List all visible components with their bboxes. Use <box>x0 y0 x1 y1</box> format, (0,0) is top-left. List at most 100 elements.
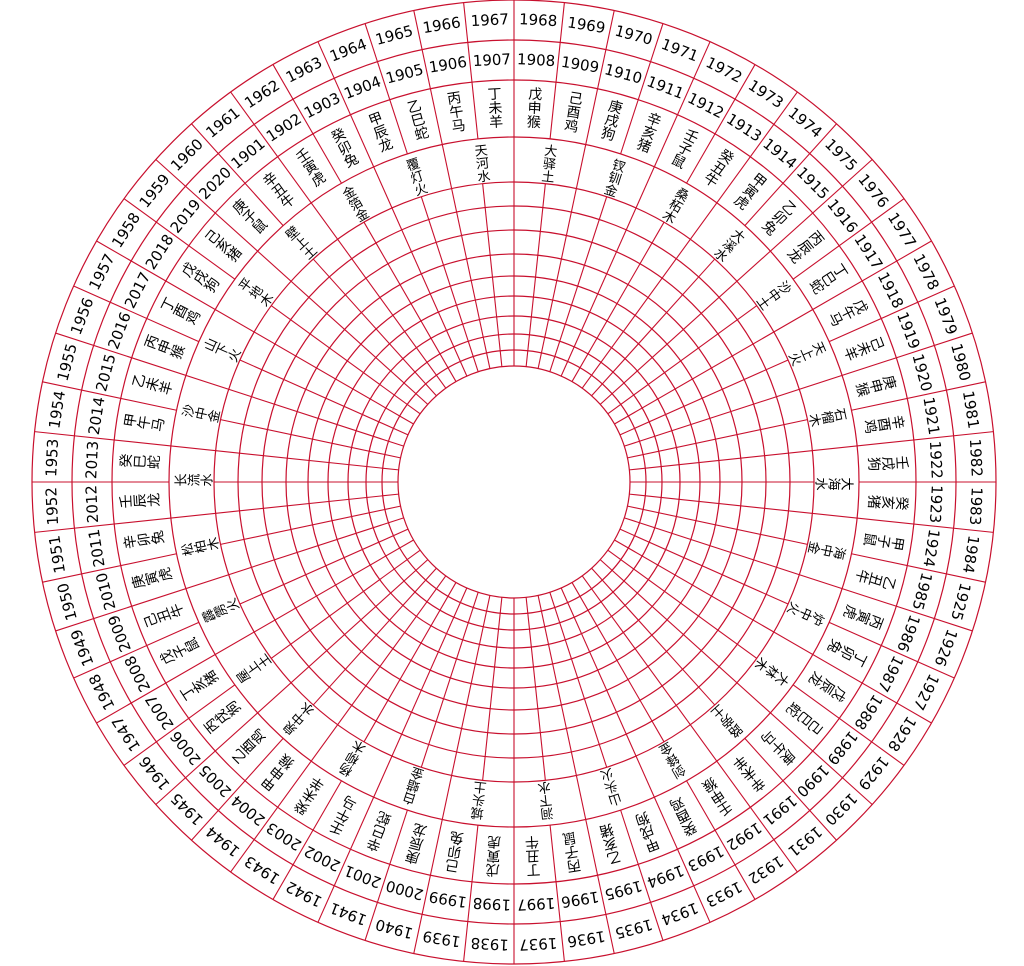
nayin: 大驿土 <box>538 143 557 183</box>
sector-divider <box>230 575 447 873</box>
sector-divider <box>55 517 404 632</box>
outer-year: 1932 <box>745 852 787 888</box>
nayin: 沙中金 <box>180 403 222 426</box>
nayin: 炉中火 <box>785 597 827 627</box>
inner-year: 1908 <box>517 50 556 70</box>
outer-year: 1957 <box>85 251 118 293</box>
outer-year: 1971 <box>659 35 701 65</box>
ganzhi: 乙酉鸡 <box>228 726 269 767</box>
sector-divider <box>272 64 342 184</box>
ganzhi: 壬戌狗 <box>866 453 910 471</box>
sector-divider <box>55 332 404 447</box>
inner-year: 1998 <box>472 894 511 914</box>
sector: 1952 2012 壬辰龙 <box>42 485 161 526</box>
ganzhi: 乙亥猪 <box>598 821 625 867</box>
nayin: 金箔金 <box>337 183 370 225</box>
sector-divider <box>571 582 665 743</box>
nayin-sector: 天河水 <box>471 143 491 184</box>
sector-divider <box>614 240 932 425</box>
ganzhi: 丙戌狗 <box>201 698 245 738</box>
inner-year: 1985 <box>908 571 935 613</box>
outer-year: 1943 <box>241 852 283 888</box>
ganzhi: 庚戌狗 <box>598 97 625 143</box>
ganzhi: 乙卯兔 <box>758 196 800 238</box>
ganzhi: 癸巳蛇 <box>118 453 161 471</box>
nayin: 天河水 <box>471 143 491 184</box>
outer-year: 1970 <box>613 22 655 49</box>
nayin-sector: 大驿土 <box>538 143 557 183</box>
ganzhi: 壬子鼠 <box>667 126 700 171</box>
outer-year: 1955 <box>54 342 81 384</box>
outer-year: 1958 <box>108 209 144 251</box>
sector-divider <box>744 123 837 226</box>
nayin-sector: 白蜡金 <box>401 765 428 808</box>
outer-year: 1977 <box>884 209 920 251</box>
inner-year: 1999 <box>428 887 469 911</box>
nayin: 松柏木 <box>180 537 222 560</box>
sector-divider <box>549 592 608 768</box>
sector: 1984 1924 甲子鼠 <box>862 528 983 575</box>
ganzhi: 己酉鸡 <box>561 90 583 134</box>
outer-year: 1978 <box>909 251 942 293</box>
inner-year: 2009 <box>104 612 134 654</box>
sector-divider <box>549 2 565 139</box>
sector-divider <box>420 592 479 768</box>
nayin-sector: 石榴木 <box>806 404 848 427</box>
outer-year: 1964 <box>327 35 369 65</box>
ganzhi: 乙巳蛇 <box>404 97 430 142</box>
inner-year: 1907 <box>472 50 511 70</box>
outer-year: 1981 <box>959 389 983 430</box>
sector-divider <box>363 221 457 382</box>
outer-year: 1951 <box>45 534 69 575</box>
nayin: 屋上土 <box>234 652 275 687</box>
outer-year: 1935 <box>613 915 655 942</box>
inner-year: 1906 <box>428 53 469 77</box>
sector-divider <box>828 621 955 679</box>
inner-year: 1912 <box>685 89 727 122</box>
outer-year: 1940 <box>374 915 416 942</box>
sector: 1981 1921 辛酉鸡 <box>862 389 983 436</box>
inner-year: 1904 <box>342 72 384 102</box>
inner-year: 2003 <box>263 818 305 854</box>
outer-year: 1938 <box>470 934 509 954</box>
nayin-sector: 金箔金 <box>337 183 370 225</box>
inner-year: 1988 <box>850 691 886 733</box>
sector-divider <box>42 553 177 583</box>
outer-year: 1925 <box>947 581 974 623</box>
ganzhi: 庚子鼠 <box>228 196 269 237</box>
sector-divider <box>191 738 284 841</box>
inner-year: 2000 <box>384 876 426 903</box>
ganzhi: 己丑牛 <box>141 601 186 631</box>
sector-divider <box>851 381 986 411</box>
outer-year: 1947 <box>108 713 144 755</box>
sector-divider <box>525 183 546 367</box>
nayin: 白蜡金 <box>401 765 428 808</box>
sector: 1937 1997 丁丑牛 <box>517 835 558 954</box>
inner-year: 2002 <box>301 842 343 875</box>
sector-divider <box>792 684 905 766</box>
ganzhi: 丙子鼠 <box>561 830 583 874</box>
inner-year: 1909 <box>560 53 601 77</box>
nayin: 长流水 <box>174 474 213 490</box>
sector-divider <box>599 159 873 405</box>
inner-year: 1993 <box>685 842 727 875</box>
sector-divider <box>230 91 447 389</box>
sector-divider <box>191 123 284 226</box>
inner-year: 1922 <box>926 440 946 479</box>
sector-divider <box>482 183 503 367</box>
sector-divider <box>96 240 414 425</box>
outer-year: 1941 <box>327 899 369 929</box>
inner-year: 2016 <box>104 310 134 352</box>
nayin-sector: 路旁土 <box>709 701 747 741</box>
ganzhi: 戊午马 <box>825 295 870 328</box>
inner-year: 1986 <box>893 612 923 654</box>
nayin-sector: 长流水 <box>174 474 213 490</box>
inner-year: 1920 <box>908 352 935 394</box>
outer-year: 1939 <box>421 927 462 951</box>
inner-year: 2011 <box>85 528 109 569</box>
nayin: 桑柘木 <box>658 184 691 226</box>
inner-year: 1910 <box>603 60 645 87</box>
sector-divider <box>155 159 429 405</box>
inner-year: 1917 <box>850 231 886 273</box>
ganzhi: 己未羊 <box>841 333 886 363</box>
